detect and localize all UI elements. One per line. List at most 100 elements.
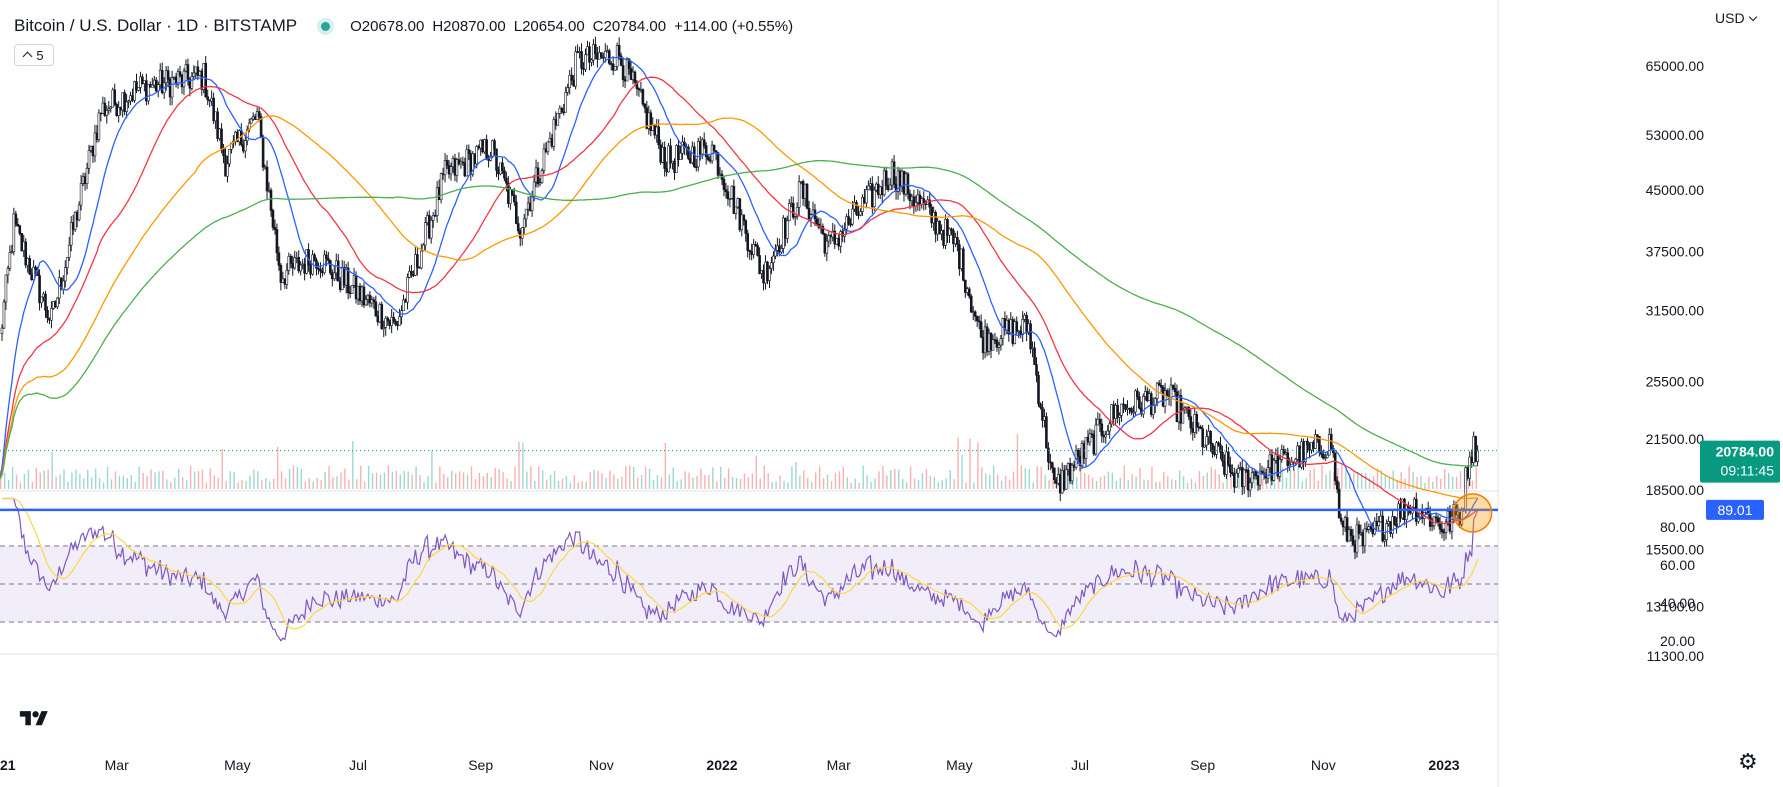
candle-body bbox=[839, 231, 842, 247]
volume-bar bbox=[63, 469, 65, 489]
candle-body bbox=[1229, 464, 1232, 473]
candle-body bbox=[416, 254, 419, 268]
candle-body bbox=[1088, 433, 1092, 443]
price-tick-label: 15500.00 bbox=[1646, 542, 1705, 558]
volume-bar bbox=[1044, 475, 1046, 489]
gear-icon[interactable]: ⚙ bbox=[1738, 749, 1758, 774]
volume-bar bbox=[1269, 472, 1272, 489]
volume-bar bbox=[565, 476, 568, 489]
volume-bar bbox=[545, 479, 548, 489]
candle-body bbox=[85, 167, 89, 184]
candle-body bbox=[538, 182, 542, 185]
candle-body bbox=[1242, 469, 1246, 487]
volume-bar bbox=[506, 478, 508, 489]
volume-bar bbox=[83, 478, 85, 489]
candle-body bbox=[948, 228, 951, 236]
candle-body bbox=[6, 268, 10, 276]
candle-body bbox=[46, 309, 49, 319]
candle-body bbox=[787, 203, 791, 221]
symbol-title[interactable]: Bitcoin / U.S. Dollar · 1D · BITSTAMP bbox=[14, 16, 298, 35]
candle-body bbox=[964, 279, 967, 293]
rsi-tick-label: 40.00 bbox=[1660, 595, 1695, 611]
volume-bar bbox=[842, 466, 845, 489]
volume-bar bbox=[1190, 478, 1193, 489]
volume-bar bbox=[747, 477, 750, 489]
candle-body bbox=[1468, 456, 1472, 479]
candle-body bbox=[410, 271, 413, 276]
volume-bar bbox=[197, 471, 200, 489]
candle-body bbox=[1337, 488, 1341, 519]
volume-bar bbox=[1356, 471, 1359, 489]
volume-bar bbox=[553, 470, 556, 489]
volume-bar bbox=[783, 480, 785, 489]
volume-bar bbox=[431, 450, 433, 489]
time-tick-label: May bbox=[946, 757, 972, 773]
candle-body bbox=[10, 251, 14, 253]
volume-bar bbox=[941, 480, 943, 489]
tradingview-logo-icon[interactable] bbox=[18, 708, 50, 730]
volume-bar bbox=[597, 470, 599, 489]
volume-bar bbox=[1202, 475, 1205, 489]
volume-bar bbox=[1032, 482, 1034, 489]
volume-bar bbox=[11, 466, 14, 489]
currency-selector[interactable]: USD bbox=[1715, 10, 1757, 26]
indicators-toggle-button[interactable]: 5 bbox=[14, 44, 54, 66]
candle-body bbox=[1070, 464, 1074, 482]
volume-bar bbox=[838, 471, 841, 489]
candle-body bbox=[429, 220, 433, 239]
candle-body bbox=[1436, 517, 1440, 523]
time-tick-label: Nov bbox=[589, 757, 614, 773]
volume-bar bbox=[593, 469, 595, 489]
candle-body bbox=[160, 69, 164, 94]
volume-bars bbox=[0, 434, 1478, 489]
volume-bar bbox=[1293, 469, 1296, 489]
volume-bar bbox=[217, 477, 219, 489]
volume-bar bbox=[1475, 467, 1478, 489]
volume-bar bbox=[1297, 465, 1300, 489]
volume-bar bbox=[308, 478, 310, 489]
volume-bar bbox=[419, 475, 421, 489]
candle-body bbox=[979, 321, 983, 338]
candle-body bbox=[795, 206, 799, 217]
volume-bar bbox=[47, 469, 49, 489]
volume-bar bbox=[937, 482, 940, 489]
candle-body bbox=[865, 189, 868, 204]
candle-body bbox=[1165, 390, 1169, 397]
candle-body bbox=[1124, 404, 1127, 410]
volume-bar bbox=[193, 471, 196, 489]
volume-bar bbox=[1016, 434, 1019, 489]
volume-bar bbox=[1408, 466, 1410, 489]
volume-bar bbox=[502, 472, 504, 489]
volume-bar bbox=[696, 475, 698, 489]
chevron-down-icon bbox=[1748, 12, 1757, 21]
volume-bar bbox=[1131, 474, 1133, 489]
candle-body bbox=[137, 87, 140, 91]
price-tick-label: 21500.00 bbox=[1646, 431, 1705, 447]
volume-bar bbox=[482, 476, 485, 489]
candle-body bbox=[1108, 423, 1112, 432]
time-tick-label: 2022 bbox=[706, 757, 737, 773]
volume-bar bbox=[324, 471, 326, 489]
volume-bar bbox=[1056, 481, 1058, 489]
candle-body bbox=[617, 44, 621, 57]
volume-bar bbox=[1147, 479, 1149, 489]
volume-bar bbox=[1214, 469, 1216, 489]
volume-bar bbox=[613, 474, 615, 489]
candle-body bbox=[261, 136, 265, 168]
volume-bar bbox=[328, 466, 330, 489]
volume-bar bbox=[1171, 479, 1173, 489]
volume-bar bbox=[961, 454, 963, 489]
candle-body bbox=[851, 208, 854, 225]
candle-body bbox=[742, 214, 746, 221]
candle-body bbox=[455, 159, 459, 176]
candle-body bbox=[950, 228, 953, 231]
candle-body bbox=[402, 299, 405, 311]
volume-bar bbox=[601, 473, 603, 489]
price-tick-label: 37500.00 bbox=[1646, 244, 1705, 260]
candle-body bbox=[475, 146, 479, 165]
candle-body bbox=[700, 139, 704, 155]
indicator-count: 5 bbox=[36, 47, 44, 63]
volume-bar bbox=[233, 471, 235, 489]
candle-body bbox=[220, 128, 223, 149]
